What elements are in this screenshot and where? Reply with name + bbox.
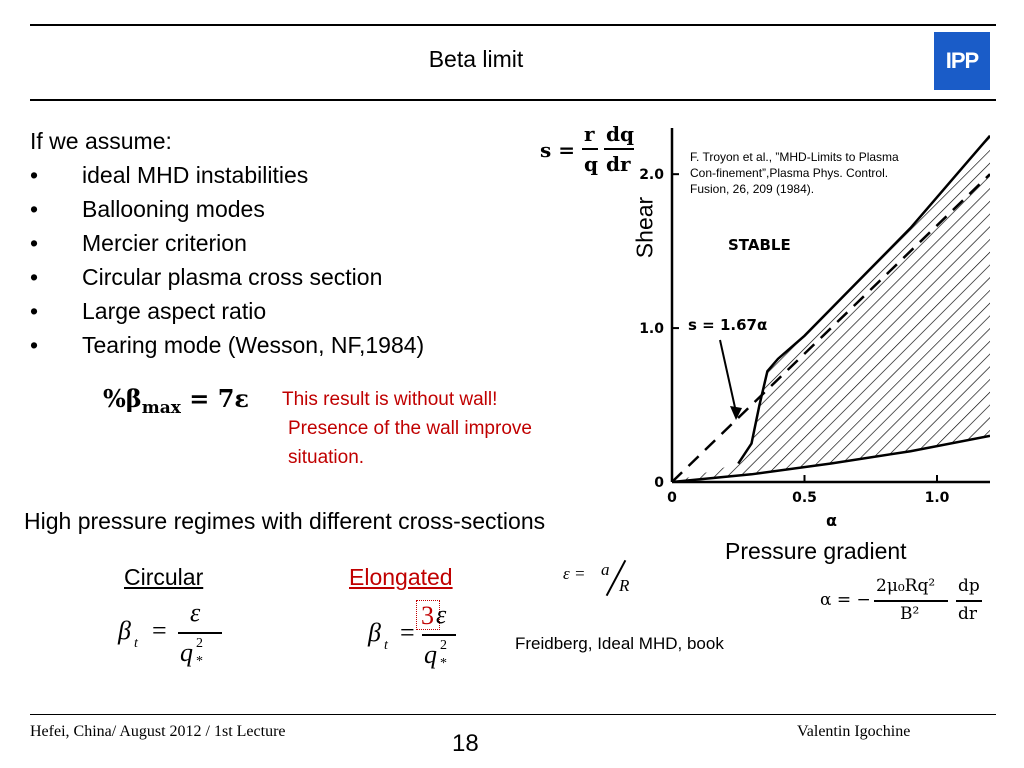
- lower-boundary-line: [672, 434, 990, 482]
- equals-sign: =: [152, 616, 167, 645]
- footer-right: Valentin Igochine: [797, 723, 911, 740]
- alpha-formula: α = − 2μ₀Rq² B² dp dr: [820, 574, 990, 626]
- shear-dr: dr: [606, 152, 631, 176]
- y-tick-label: 2.0: [639, 167, 664, 183]
- list-item: ideal MHD instabilities: [30, 158, 424, 192]
- top-rule: [30, 24, 996, 26]
- beta-elongated-formula: β t = 3 ε q 2 *: [368, 600, 478, 674]
- alpha-lhs: α = −: [820, 590, 871, 610]
- elongation-factor: 3: [421, 601, 434, 630]
- epsilon-formula: ε = a R: [563, 558, 643, 598]
- beta-symbol: β: [118, 616, 131, 645]
- y-tick-label: 1.0: [639, 321, 664, 337]
- equals-sign: =: [400, 618, 415, 647]
- beta-max-formula: %βmax = 7ε: [103, 384, 249, 418]
- beta-circular-formula: β t = ε q 2 *: [118, 598, 228, 672]
- epsilon-lhs: ε =: [563, 564, 586, 583]
- ipp-logo: IPP: [934, 32, 990, 90]
- beta-den-subscript: *: [196, 654, 203, 669]
- beta-denominator: q: [180, 638, 193, 667]
- beta-max-subscript: max: [141, 397, 181, 418]
- x-tick-label: 1.0: [925, 490, 950, 506]
- ipp-logo-text: IPP: [945, 48, 979, 73]
- x-axis-title: α: [826, 511, 837, 528]
- note-line: situation.: [288, 447, 365, 468]
- page-number: 18: [452, 730, 479, 757]
- book-reference: Freidberg, Ideal MHD, book: [515, 634, 724, 653]
- y-tick-label: 0: [654, 475, 664, 491]
- beta-subscript: t: [134, 636, 138, 651]
- stability-boundary-line: [737, 134, 990, 465]
- circular-label: Circular: [124, 564, 204, 590]
- list-item: Mercier criterion: [30, 226, 424, 260]
- annotation-arrow: [719, 339, 737, 413]
- beta-numerator: ε: [436, 600, 447, 629]
- fraction-bar: [874, 600, 948, 602]
- beta-den-superscript: 2: [196, 636, 203, 651]
- fit-line-annotation: s = 1.67α: [688, 316, 767, 334]
- troyon-citation: F. Troyon et al., ”MHD-Limits to Plasma …: [690, 149, 900, 197]
- fraction-bar: [178, 632, 222, 634]
- troyon-stability-chart: 00.51.001.02.0 STABLE s = 1.67α s α: [639, 128, 990, 528]
- alpha-dp: dp: [958, 576, 980, 596]
- beta-max-lhs: %β: [103, 384, 142, 413]
- footer-left: Hefei, China/ August 2012 / 1st Lecture: [30, 723, 286, 740]
- fraction-bar: [604, 148, 634, 150]
- shear-q: q: [584, 152, 598, 176]
- epsilon-a: a: [601, 560, 610, 579]
- assumption-list: ideal MHD instabilities Ballooning modes…: [30, 158, 424, 362]
- pressure-gradient-label: Pressure gradient: [725, 538, 907, 564]
- beta-den-superscript: 2: [440, 638, 447, 653]
- beta-denominator: q: [424, 640, 437, 669]
- regimes-heading: High pressure regimes with different cro…: [24, 508, 546, 534]
- assumptions-intro: If we assume:: [30, 128, 172, 154]
- fraction-bar: [956, 600, 982, 602]
- alpha-num: 2μ₀Rq²: [876, 576, 936, 596]
- shear-r: r: [584, 122, 595, 146]
- beta-max-rhs: = 7ε: [189, 384, 250, 413]
- beta-numerator: ε: [190, 598, 201, 627]
- x-tick-label: 0: [667, 490, 677, 506]
- x-tick-label: 0.5: [792, 490, 817, 506]
- no-wall-note: This result is without wall! Presence of…: [282, 385, 532, 472]
- elongation-factor-box: [416, 600, 440, 630]
- annotation-arrowhead: [730, 406, 742, 420]
- shear-formula: s = r dq q dr: [540, 122, 640, 178]
- footer-rule: [30, 714, 996, 715]
- slide-title: Beta limit: [428, 46, 524, 72]
- alpha-dr: dr: [958, 604, 978, 624]
- fraction-bar: [582, 148, 598, 150]
- beta-den-subscript: *: [440, 656, 447, 671]
- fraction-bar: [422, 634, 456, 636]
- list-item: Large aspect ratio: [30, 294, 424, 328]
- shear-dq: dq: [606, 122, 634, 146]
- beta-symbol: β: [368, 618, 381, 647]
- alpha-den: B²: [900, 604, 920, 624]
- elongated-label: Elongated: [349, 564, 453, 590]
- epsilon-R: R: [619, 576, 630, 595]
- stable-region-label: STABLE: [728, 236, 791, 254]
- note-line: This result is without wall!: [282, 389, 498, 410]
- list-item: Ballooning modes: [30, 192, 424, 226]
- list-item: Tearing mode (Wesson, NF,1984): [30, 328, 424, 362]
- title-underline: [30, 99, 996, 101]
- fit-line-dashed: [672, 173, 990, 482]
- beta-subscript: t: [384, 638, 388, 653]
- shear-lhs: s =: [540, 138, 575, 162]
- list-item: Circular plasma cross section: [30, 260, 424, 294]
- note-line: Presence of the wall improve: [288, 418, 532, 439]
